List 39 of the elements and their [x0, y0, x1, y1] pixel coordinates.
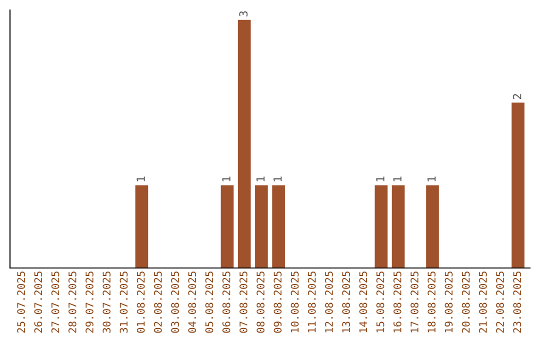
x-tick-label: 14.08.2025	[359, 272, 368, 332]
x-tick-label: 07.08.2025	[240, 272, 248, 333]
x-tick-label: 09.08.2025	[274, 272, 282, 333]
x-tick-label: 10.08.2025	[290, 272, 299, 332]
data-label: 1	[222, 176, 230, 182]
x-tick-label: 15.08.2025	[376, 272, 384, 332]
data-label: 1	[427, 176, 436, 182]
x-tick-label: 28.07.2025	[68, 272, 76, 333]
x-tick-label: 20.08.2025	[462, 272, 470, 333]
x-tick-label: 19.08.2025	[444, 272, 453, 332]
x-tick-label: 03.08.2025	[171, 272, 179, 333]
x-tick-label: 18.08.2025	[428, 272, 436, 332]
x-tick-label: 05.08.2025	[205, 272, 214, 333]
x-tick-label: 21.08.2025	[478, 272, 487, 333]
x-tick-label: 22.08.2025	[496, 272, 504, 333]
x-tick-label: 16.08.2025	[393, 272, 402, 332]
x-tick-label: 02.08.2025	[154, 272, 162, 333]
x-tick-label: 27.07.2025	[51, 272, 60, 333]
x-tick-label: 30.07.2025	[102, 272, 111, 333]
data-label: 1	[256, 176, 265, 182]
x-tick-label: 12.08.2025	[325, 272, 333, 332]
x-tick-label: 13.08.2025	[342, 272, 350, 332]
x-tick-label: 08.08.2025	[256, 272, 264, 333]
x-tick-label: 04.08.2025	[188, 272, 196, 333]
x-tick-label: 29.07.2025	[86, 272, 94, 333]
data-label: 1	[393, 176, 402, 182]
x-tick-label: 31.07.2025	[120, 272, 128, 333]
x-tick-label: 23.08.2025	[513, 272, 522, 333]
x-tick-label: 06.08.2025	[222, 272, 230, 333]
data-label: 3	[239, 11, 248, 16]
x-tick-label: 25.07.2025	[17, 272, 26, 333]
data-label: 2	[512, 94, 522, 100]
x-tick-label: 11.08.2025	[308, 272, 316, 332]
x-tick-label: 26.07.2025	[34, 272, 42, 333]
data-label: 1	[274, 176, 282, 182]
x-tick-label: 01.08.2025	[136, 272, 145, 333]
x-tick-label: 17.08.2025	[410, 272, 418, 332]
data-label: 1	[376, 176, 384, 182]
data-label: 1	[136, 176, 145, 182]
